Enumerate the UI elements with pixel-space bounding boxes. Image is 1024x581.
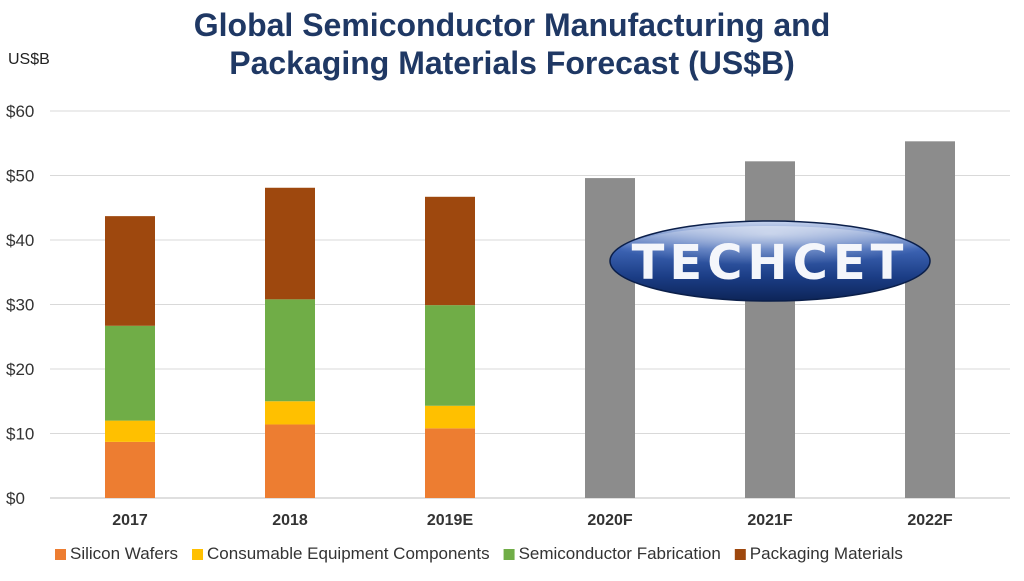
bar-obscured-total <box>745 161 795 498</box>
y-axis-ticks: $0 $10 $20 $30 $40 $50 $60 <box>6 102 34 508</box>
bar-segment <box>265 187 315 300</box>
bar-segment <box>105 325 155 421</box>
legend-label: Packaging Materials <box>750 544 903 563</box>
x-axis-ticks: 2017 2018 2019E 2020F 2021F 2022F <box>112 512 953 529</box>
legend-swatch <box>734 549 746 560</box>
x-tick-label: 2018 <box>272 512 308 529</box>
y-tick-label: $20 <box>6 360 34 379</box>
y-tick-label: $10 <box>6 425 34 444</box>
legend: Silicon Wafers Consumable Equipment Compo… <box>55 544 903 563</box>
bar-segment <box>425 305 475 406</box>
x-tick-label: 2019E <box>427 512 474 529</box>
x-tick-label: 2020F <box>587 512 633 529</box>
gridlines <box>50 110 1010 499</box>
y-tick-label: $40 <box>6 231 34 250</box>
legend-item: Packaging Materials <box>734 544 903 563</box>
legend-item: Semiconductor Fabrication <box>503 544 721 563</box>
x-tick-label: 2017 <box>112 512 148 529</box>
y-axis-unit-label: US$B <box>8 51 50 68</box>
legend-label: Silicon Wafers <box>70 544 178 563</box>
legend-swatch <box>55 549 66 560</box>
bar-segment <box>265 299 315 402</box>
legend-swatch <box>503 549 515 560</box>
bar-segment <box>105 216 155 326</box>
watermark-text: TECHCET <box>632 235 909 291</box>
legend-label: Semiconductor Fabrication <box>519 544 721 563</box>
y-tick-label: $50 <box>6 167 34 186</box>
legend-item: Silicon Wafers <box>55 544 178 563</box>
bar-segment <box>425 428 475 498</box>
bar-obscured-total <box>905 141 955 498</box>
legend-item: Consumable Equipment Components <box>192 544 490 563</box>
x-tick-label: 2021F <box>747 512 793 529</box>
bar-segment <box>265 424 315 498</box>
bar-segment <box>105 441 155 498</box>
y-tick-label: $30 <box>6 296 34 315</box>
legend-label: Consumable Equipment Components <box>207 544 490 563</box>
bar-segment <box>265 401 315 425</box>
bar-segment <box>425 196 475 306</box>
chart-title-line-2: Packaging Materials Forecast (US$B) <box>229 45 795 81</box>
x-tick-label: 2022F <box>907 512 953 529</box>
bar-segment <box>425 405 475 429</box>
bars <box>105 141 955 498</box>
techcet-watermark-logo: TECHCET <box>609 220 931 302</box>
y-tick-label: $60 <box>6 102 34 121</box>
bar-obscured-total <box>585 178 635 498</box>
y-tick-label: $0 <box>6 489 25 508</box>
bar-segment <box>105 420 155 442</box>
legend-swatch <box>192 549 204 560</box>
chart-title-line-1: Global Semiconductor Manufacturing and <box>193 7 831 43</box>
chart-title: Global Semiconductor Manufacturing and P… <box>0 6 1024 82</box>
